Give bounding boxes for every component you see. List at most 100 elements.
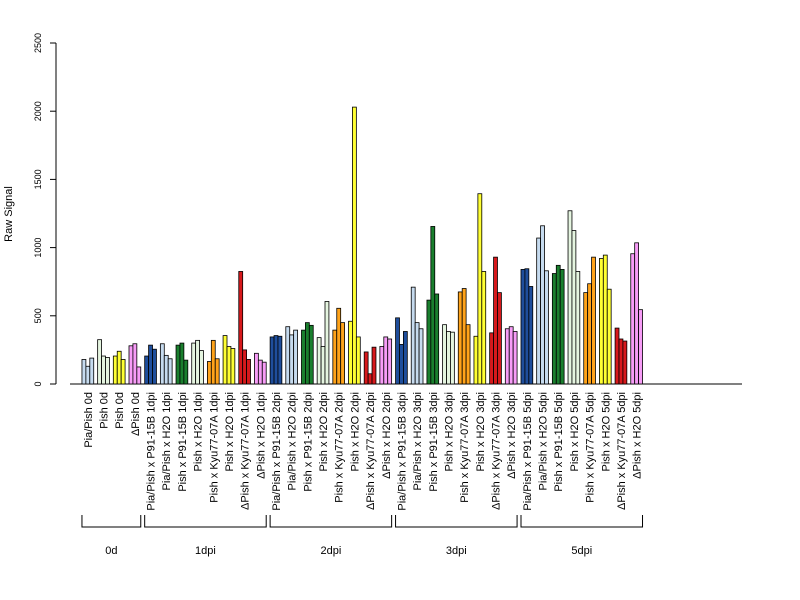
bar — [316, 337, 322, 385]
bar — [352, 106, 357, 385]
bar — [618, 338, 624, 385]
bar — [602, 254, 608, 385]
category-label: Pish x H2O 3dpi — [443, 392, 455, 471]
category-label: Pia/Pish x H2O 3dpi — [412, 392, 424, 490]
bar — [363, 351, 369, 385]
bar — [544, 270, 549, 385]
category-label: Pia/Pish x H2O 1dpi — [161, 392, 173, 490]
bar — [289, 334, 295, 385]
category-label: Pia/Pish 0d — [83, 392, 95, 448]
bar — [332, 329, 338, 385]
bar — [634, 242, 639, 385]
bar — [214, 358, 220, 385]
bar — [210, 339, 216, 385]
bar — [273, 335, 279, 385]
bar — [504, 328, 510, 385]
bar — [446, 331, 451, 385]
bar — [89, 357, 95, 385]
bar — [85, 365, 91, 385]
bar — [179, 342, 185, 385]
bar — [136, 366, 142, 385]
bar — [308, 324, 314, 385]
y-tick-label: 2000 — [33, 101, 43, 121]
bar — [559, 269, 565, 385]
bar — [575, 271, 581, 385]
bar — [367, 373, 373, 385]
bar — [473, 335, 479, 385]
bar — [336, 307, 342, 385]
bar — [116, 350, 122, 385]
category-label: Pish x P91-15B 3dpi — [428, 392, 440, 492]
bar — [285, 326, 291, 385]
category-label: ΔPish 0d — [130, 392, 142, 436]
group-bracket — [269, 515, 393, 528]
category-label: Pia/Pish x P91-15B 2dpi — [271, 392, 283, 511]
bar — [348, 320, 353, 385]
bar — [242, 349, 247, 385]
category-label: Pish x H2O 5dpi — [569, 392, 581, 471]
bar — [450, 331, 455, 385]
bar — [144, 355, 149, 385]
bar — [555, 264, 561, 385]
bar — [399, 344, 404, 385]
bar — [551, 273, 557, 385]
bar — [148, 344, 153, 385]
bar — [571, 230, 577, 385]
bar — [320, 346, 326, 385]
bar — [536, 237, 541, 385]
category-label: ΔPish x Kyu77-07A 5dpi — [616, 392, 628, 510]
category-label: Pish x H2O 5dpi — [600, 392, 612, 471]
category-label: Pia/Pish x H2O 5dpi — [538, 392, 550, 490]
category-label: Pish x Kyu77-07A 5dpi — [585, 392, 597, 503]
bar — [630, 253, 636, 385]
y-axis: 0 500 1000 1500 2000 2500 — [33, 33, 57, 387]
category-label: Pia/Pish x H2O 2dpi — [287, 392, 299, 490]
category-label: Pish 0d — [114, 392, 126, 429]
bar — [132, 343, 138, 385]
bar — [230, 348, 236, 385]
category-label: ΔPish x Kyu77-07A 3dpi — [491, 392, 503, 510]
bar — [293, 329, 298, 385]
bar — [324, 301, 330, 385]
bar — [206, 361, 212, 385]
group-brackets: 0d 1dpi 2dpi 3dpi 5dpi — [81, 515, 644, 557]
bar — [512, 331, 518, 385]
bar — [340, 322, 345, 385]
category-label: Pia/Pish x P91-15B 1dpi — [146, 392, 158, 511]
bar — [395, 317, 400, 385]
bar — [246, 359, 251, 385]
category-label: Pish x H2O 1dpi — [193, 392, 205, 471]
category-label: Pish x H2O 1dpi — [224, 392, 236, 471]
category-label: Pish x P91-15B 1dpi — [177, 392, 189, 492]
group-label: 3dpi — [446, 545, 467, 557]
bar — [152, 348, 157, 385]
category-label: Pish x H2O 3dpi — [475, 392, 487, 471]
bar — [461, 288, 467, 385]
bar — [105, 357, 110, 385]
bar — [614, 327, 620, 385]
y-tick-label: 500 — [33, 308, 43, 323]
bar — [269, 336, 275, 385]
bar — [159, 343, 165, 385]
group-bracket — [520, 515, 644, 528]
bar — [226, 346, 232, 385]
bar — [222, 335, 228, 385]
group-label: 1dpi — [195, 545, 216, 557]
bar — [418, 328, 424, 385]
bar — [599, 258, 604, 385]
bar — [128, 345, 134, 385]
bar — [583, 292, 589, 385]
bar — [277, 335, 283, 385]
bar — [481, 271, 487, 385]
bar — [387, 338, 393, 385]
category-label: Pish x Kyu77-07A 2dpi — [334, 392, 346, 503]
bar — [355, 336, 361, 385]
bar — [508, 326, 514, 385]
bar — [606, 288, 612, 385]
bar — [497, 292, 502, 385]
bar — [524, 268, 530, 385]
bar — [591, 256, 596, 385]
bar — [191, 342, 197, 385]
bar — [430, 226, 436, 385]
category-label: ΔPish x H2O 2dpi — [381, 392, 393, 479]
